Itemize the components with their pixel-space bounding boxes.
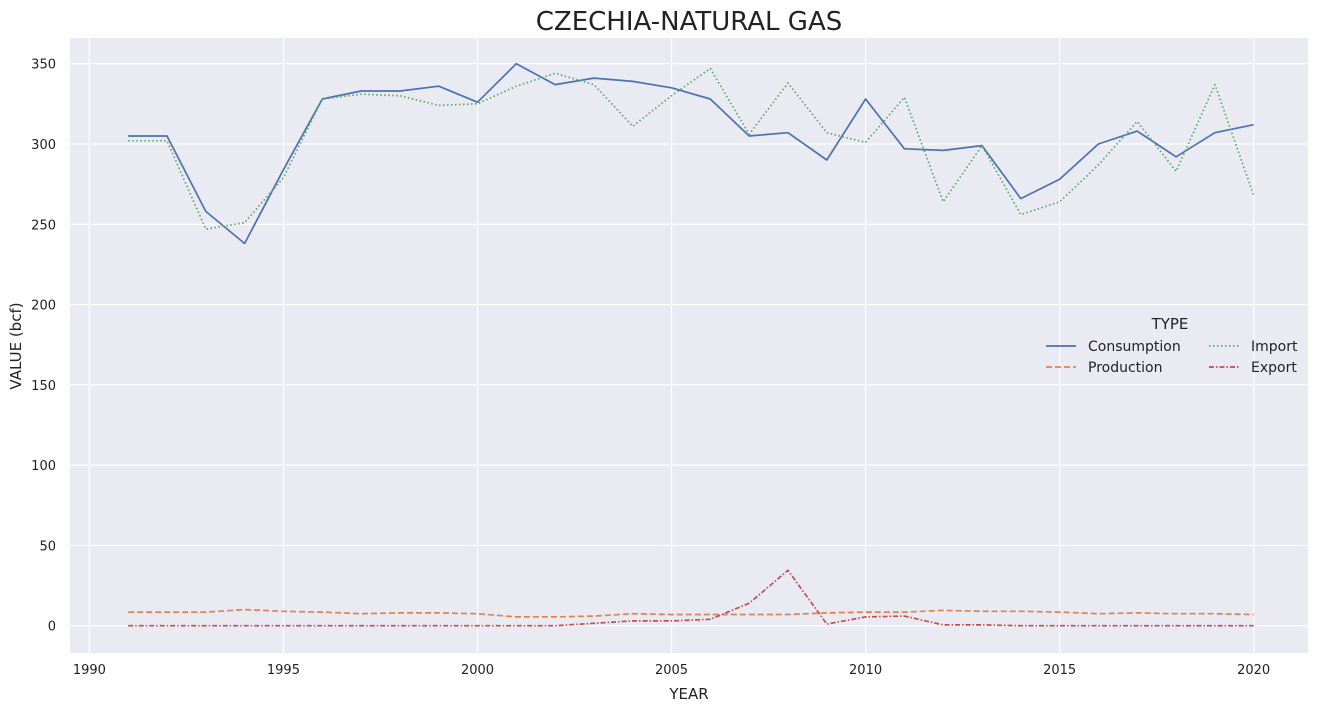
- x-tick-label: 2020: [1237, 663, 1270, 678]
- y-tick-label: 350: [31, 58, 56, 73]
- x-tick-label: 2000: [461, 663, 494, 678]
- x-tick-label: 1990: [73, 663, 106, 678]
- x-axis-ticks: 1990 1995 2000 2005 2010 2015 2020: [73, 663, 1270, 678]
- legend-label-import: Import: [1251, 339, 1298, 355]
- x-tick-label: 1995: [267, 663, 300, 678]
- x-tick-label: 2005: [655, 663, 688, 678]
- series-lines: [128, 62, 1255, 627]
- legend: TYPE Consumption Production Import Export: [1046, 315, 1298, 376]
- y-axis-ticks: 0 50 100 150 200 250 300 350: [31, 58, 56, 635]
- series-line-import: [128, 67, 1255, 230]
- chart-title: CZECHIA-NATURAL GAS: [536, 7, 842, 37]
- legend-label-consumption: Consumption: [1088, 339, 1181, 355]
- x-axis-label: YEAR: [668, 685, 708, 703]
- x-tick-label: 2010: [849, 663, 882, 678]
- y-axis-label: VALUE (bcf): [7, 302, 25, 389]
- y-tick-label: 250: [31, 218, 56, 233]
- y-tick-label: 300: [31, 138, 56, 153]
- y-tick-label: 0: [48, 620, 56, 635]
- y-tick-label: 100: [31, 459, 56, 474]
- legend-label-production: Production: [1088, 360, 1162, 376]
- x-tick-label: 2015: [1043, 663, 1076, 678]
- y-tick-label: 50: [39, 539, 56, 554]
- y-tick-label: 150: [31, 379, 56, 394]
- plot-background: [70, 38, 1308, 653]
- series-line-production: [128, 608, 1254, 618]
- legend-title: TYPE: [1151, 315, 1189, 333]
- y-tick-label: 200: [31, 299, 56, 314]
- legend-label-export: Export: [1251, 360, 1297, 376]
